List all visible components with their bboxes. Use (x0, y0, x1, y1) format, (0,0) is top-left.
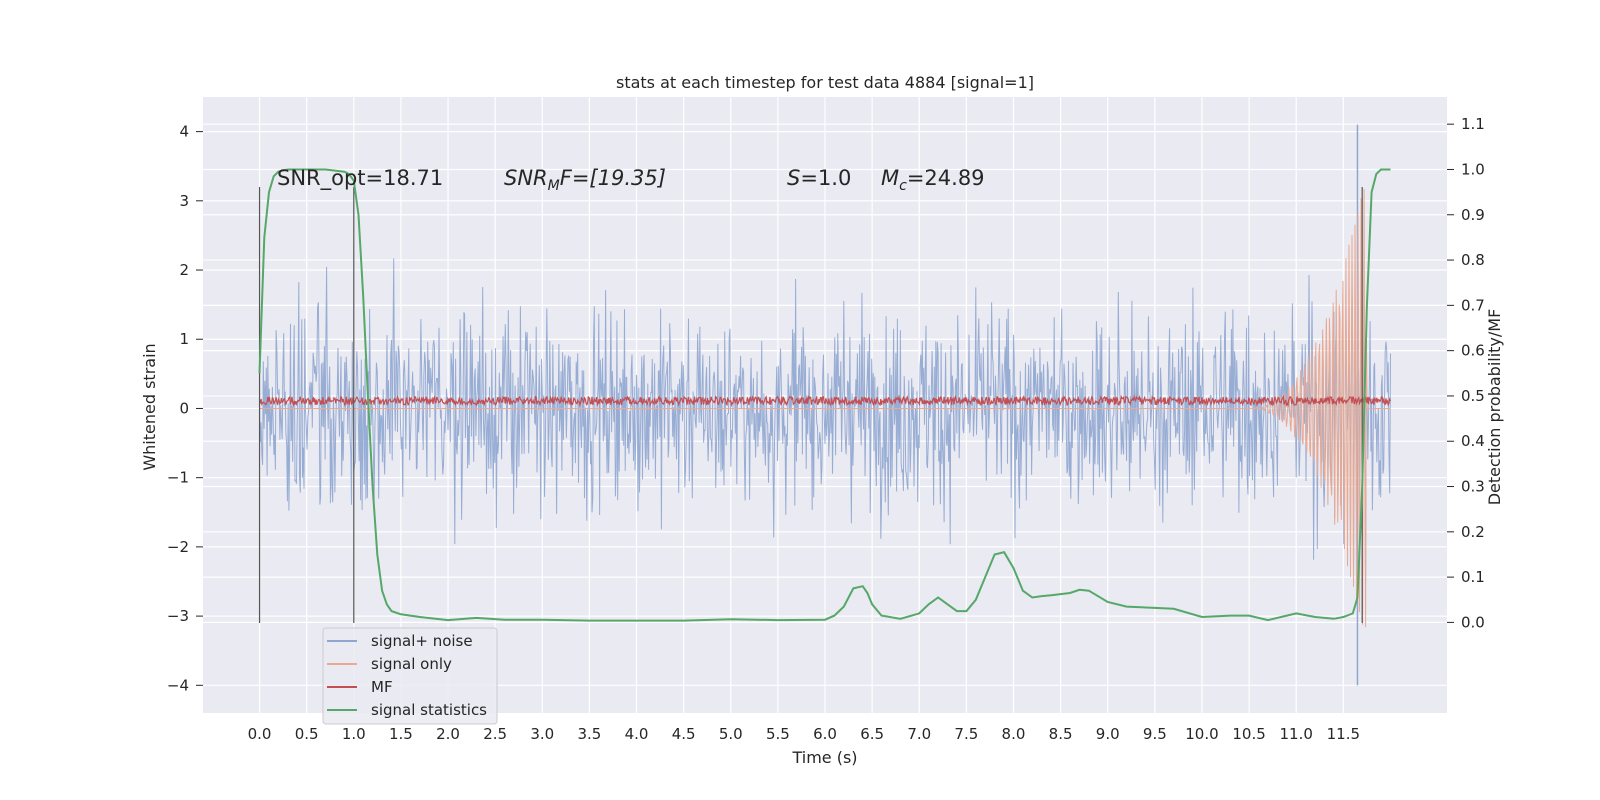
x-tick-label: 3.0 (530, 725, 554, 743)
x-tick-label: 2.5 (483, 725, 507, 743)
series-mf (258, 394, 1392, 408)
x-tick-label: 7.0 (907, 725, 931, 743)
x-tick-label: 6.5 (860, 725, 884, 743)
x-tick-label: 6.0 (813, 725, 837, 743)
y-axis-label: Whitened strain (140, 343, 159, 470)
y2-tick-label: 0.8 (1461, 251, 1485, 269)
x-tick-label: 9.5 (1143, 725, 1167, 743)
x-tick-label: 5.0 (719, 725, 743, 743)
legend-label-signal-only: signal only (371, 655, 452, 673)
legend-label-signal-statistics: signal statistics (371, 701, 487, 719)
y-tick-label: −2 (167, 538, 189, 556)
series-signal-statistics (258, 168, 1391, 622)
series-line-mf (258, 394, 1392, 408)
y2-tick-label: 0.9 (1461, 206, 1485, 224)
x-tick-label: 10.0 (1185, 725, 1218, 743)
legend-box (322, 627, 498, 725)
x-tick-label: 11.0 (1280, 725, 1313, 743)
annotation-snr-opt: SNR_opt=18.71 (277, 166, 443, 191)
y2-tick-label: 0.4 (1461, 432, 1485, 450)
x-tick-label: 10.5 (1232, 725, 1265, 743)
y2-tick-label: 0.5 (1461, 387, 1485, 405)
y2-tick-label: 1.1 (1461, 115, 1485, 133)
y2-tick-label: 0.3 (1461, 478, 1485, 496)
series-signal-only (259, 189, 1391, 628)
y2-axis-ticks: 1.1 1.0 0.9 0.8 0.7 0.6 0.5 0.4 0.3 0.2 0.1 0.0 (1447, 115, 1485, 631)
annotation-snr-mf: SNRMF=[19.35] (504, 166, 666, 194)
series-line-signal-only (259, 189, 1391, 628)
y2-tick-label: 0.6 (1461, 342, 1485, 360)
x-tick-label: 8.5 (1049, 725, 1073, 743)
x-tick-label: 4.0 (625, 725, 649, 743)
series-line-signal-statistics (258, 168, 1391, 622)
y2-tick-label: 1.0 (1461, 160, 1485, 178)
y2-tick-label: 0.0 (1461, 613, 1485, 631)
y-tick-label: −4 (167, 676, 189, 694)
x-tick-label: 1.0 (342, 725, 366, 743)
x-tick-label: 1.5 (389, 725, 413, 743)
x-tick-label: 3.5 (577, 725, 601, 743)
y2-axis-label: Detection probability/MF (1485, 309, 1504, 506)
x-tick-label: 7.5 (954, 725, 978, 743)
y-tick-label: −3 (167, 607, 189, 625)
legend-label-mf: MF (371, 678, 393, 696)
y-axis-ticks: 4 3 2 1 0 −1 −2 −3 −4 (167, 123, 203, 694)
y-tick-label: 0 (179, 399, 189, 417)
x-axis-ticks: 0.0 0.5 1.0 1.5 2.0 2.5 3.0 3.5 4.0 4.5 5.0 5.5 6.0 6… (248, 725, 1360, 743)
x-tick-label: 0.5 (295, 725, 319, 743)
y-tick-label: 4 (179, 123, 189, 141)
legend: signal+ noise signal only MF signal stat… (322, 627, 498, 725)
y2-tick-label: 0.7 (1461, 296, 1485, 314)
y2-tick-label: 0.1 (1461, 568, 1485, 586)
x-axis-label: Time (s) (791, 748, 857, 767)
x-tick-label: 9.0 (1096, 725, 1120, 743)
x-tick-label: 0.0 (248, 725, 272, 743)
annotation-mc: Mc=24.89 (881, 166, 985, 194)
x-tick-label: 4.5 (672, 725, 696, 743)
y-tick-label: 2 (179, 261, 189, 279)
y-tick-label: 1 (179, 330, 189, 348)
x-tick-label: 2.0 (436, 725, 460, 743)
y-tick-label: 3 (179, 192, 189, 210)
chart-title: stats at each timestep for test data 488… (616, 73, 1034, 92)
x-tick-label: 5.5 (766, 725, 790, 743)
legend-label-signal-noise: signal+ noise (371, 632, 473, 650)
y2-tick-label: 0.2 (1461, 523, 1485, 541)
x-tick-label: 8.0 (1002, 725, 1026, 743)
series-line-signal-noise (259, 258, 1391, 584)
annotation-s: S=1.0 (787, 166, 851, 190)
event-markers (258, 186, 1363, 624)
y-tick-label: −1 (167, 469, 189, 487)
x-tick-label: 11.5 (1327, 725, 1360, 743)
